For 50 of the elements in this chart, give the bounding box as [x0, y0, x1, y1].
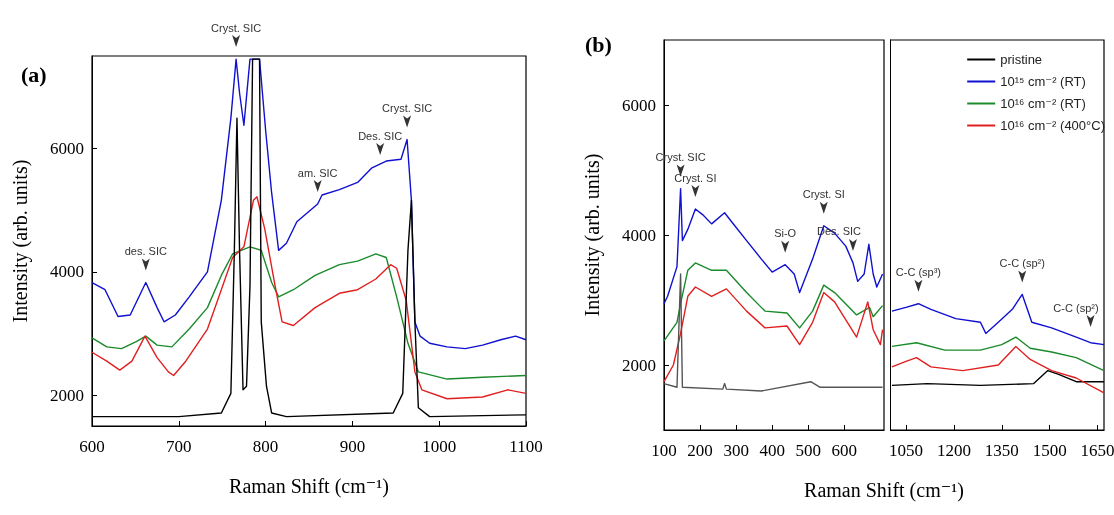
x-tick-label: 700 [166, 437, 192, 456]
annotation: Cryst. SI [674, 171, 717, 184]
annotation: Si-O [774, 227, 797, 240]
y-tick-label: 2000 [50, 385, 84, 405]
y-axis-title: Intensity (arb. units) [581, 153, 604, 317]
annotation: C-C (sp²) [999, 256, 1045, 269]
x-tick-label: 500 [795, 441, 822, 460]
y-tick-label: 2000 [622, 355, 656, 375]
x-tick-label: 300 [723, 441, 749, 460]
annotation: des. SIC [124, 245, 167, 258]
annotation: Des. SIC [358, 129, 403, 142]
y-axis-title: Intensity (arb. units) [9, 159, 32, 323]
x-axis-title: Raman Shift (cm⁻¹) [229, 475, 389, 498]
line-series [91, 196, 527, 400]
line-series [663, 262, 884, 342]
line-series [663, 286, 884, 383]
legend-label: pristine [1000, 52, 1043, 67]
chart-title: (a) [21, 61, 47, 87]
annotation: C-C (sp²) [1053, 301, 1099, 314]
annotation: Cryst. SIC [211, 21, 262, 34]
x-axis-title: Raman Shift (cm⁻¹) [804, 479, 964, 502]
x-tick-label: 1650 [1080, 441, 1114, 460]
x-tick-label: 1500 [1032, 441, 1067, 460]
x-tick-label: 1200 [936, 441, 971, 460]
x-tick-label: 600 [831, 441, 858, 460]
annotation: C-C (sp³) [895, 266, 942, 279]
chart-title: (b) [585, 31, 612, 57]
line-series [91, 246, 527, 380]
y-tick-label: 4000 [50, 262, 84, 282]
x-tick-label: 200 [687, 441, 713, 460]
x-tick-label: 1350 [984, 441, 1019, 460]
x-tick-label: 600 [79, 437, 105, 456]
legend-label: 10¹⁶ cm⁻² (RT) [1000, 96, 1086, 111]
line-series [663, 273, 884, 392]
line-series [91, 58, 527, 350]
legend-label: 10¹⁵ cm⁻² (RT) [1000, 74, 1086, 89]
x-tick-label: 800 [252, 437, 279, 456]
x-tick-label: 400 [759, 441, 785, 460]
line-series [663, 187, 884, 305]
y-tick-label: 4000 [622, 225, 656, 245]
x-tick-label: 100 [651, 441, 677, 460]
annotation: Cryst. SI [802, 188, 845, 201]
annotation: am. SIC [297, 166, 338, 179]
x-tick-label: 900 [339, 437, 366, 456]
x-tick-label: 1000 [422, 437, 457, 456]
annotation: Cryst. SIC [382, 102, 433, 115]
x-tick-label: 1050 [888, 441, 923, 460]
x-tick-label: 1100 [509, 437, 543, 456]
y-tick-label: 6000 [50, 139, 84, 158]
y-tick-label: 6000 [622, 95, 656, 115]
